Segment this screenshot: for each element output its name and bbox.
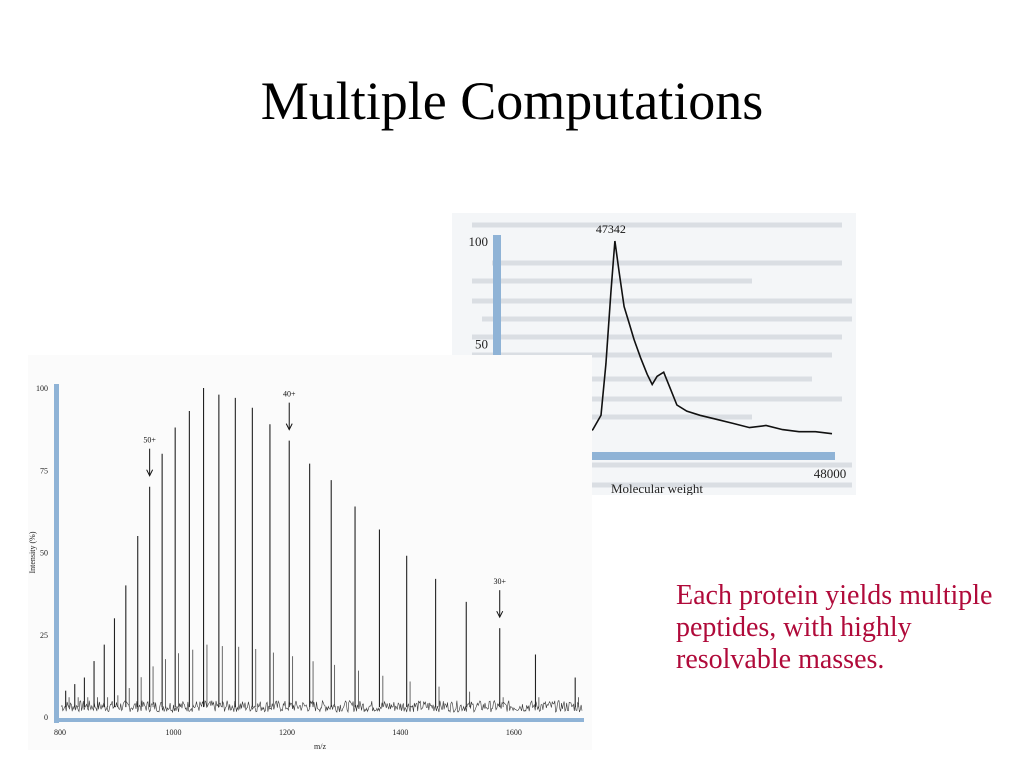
y-tick-label: 100 — [469, 234, 489, 249]
peak-label: 47342 — [596, 222, 626, 236]
x-tick-label: 800 — [54, 728, 66, 737]
baseline-noise — [60, 699, 583, 714]
x-tick-label: 48000 — [814, 466, 847, 481]
mz-spectrum-chart: 0 25 50 75 100 800 1000 1200 1400 1600 m/z Intensit… — [28, 384, 584, 751]
y-tick-label: 50 — [475, 337, 488, 352]
slide-caption: Each protein yields multiple peptides, w… — [676, 580, 993, 675]
charge-state-label: 40+ — [283, 390, 296, 399]
arrow-head-icon — [496, 610, 504, 619]
x-tick-label: 1600 — [506, 728, 522, 737]
slide-title: Multiple Computations — [260, 71, 764, 131]
charge-state-label: 30+ — [493, 577, 506, 586]
y-tick-label: 75 — [40, 466, 48, 475]
x-axis-bar — [493, 452, 835, 460]
x-tick-label: 1000 — [165, 728, 181, 737]
y-axis-bar — [493, 235, 501, 460]
charge-state-label: 50+ — [143, 436, 156, 445]
x-tick-label: 1400 — [392, 728, 408, 737]
arrow-head-icon — [146, 469, 154, 477]
x-axis-label: m/z — [314, 742, 326, 750]
y-tick-label: 100 — [36, 384, 48, 393]
mz-spectrum-figure: 0 25 50 75 100 800 1000 1200 1400 1600 m/z Intensit… — [28, 355, 592, 751]
y-axis-label: Intensity (%) — [28, 531, 37, 573]
x-axis-bar — [54, 718, 584, 722]
y-axis-bar — [54, 384, 59, 723]
y-tick-label: 0 — [44, 713, 48, 722]
x-tick-label: 1200 — [279, 728, 295, 737]
y-tick-label: 25 — [40, 631, 48, 640]
x-axis-label: Molecular weight — [611, 481, 703, 495]
y-tick-label: 50 — [40, 549, 48, 558]
arrow-head-icon — [285, 423, 293, 431]
